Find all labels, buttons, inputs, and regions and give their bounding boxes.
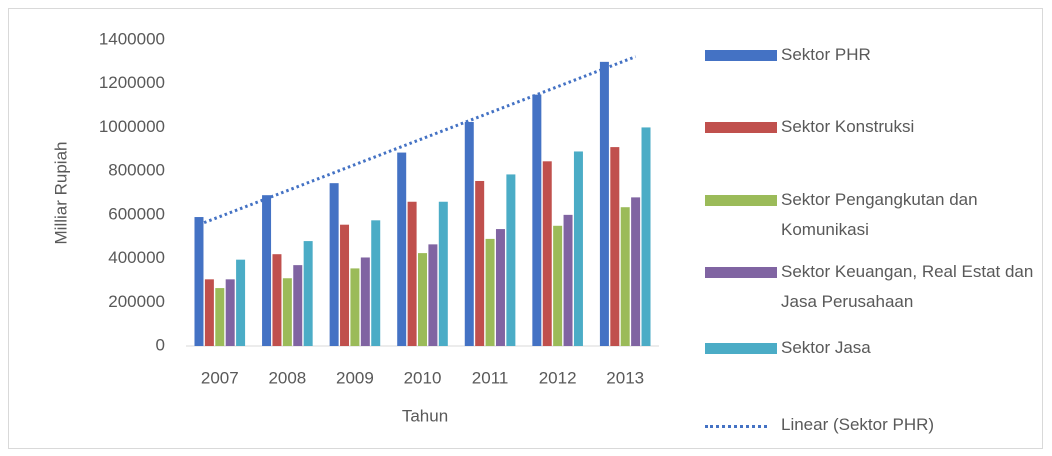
- y-axis-title: Milliar Rupiah: [51, 142, 70, 245]
- bar: [360, 257, 370, 346]
- legend-label: Sektor Jasa: [781, 338, 871, 357]
- legend-label: Linear (Sektor PHR): [781, 415, 935, 434]
- x-tick-label: 2008: [268, 368, 306, 387]
- legend-label: Sektor Keuangan, Real Estat dan Jasa Per…: [781, 262, 1034, 311]
- x-tick-label: 2010: [404, 368, 442, 387]
- x-tick-label: 2011: [472, 368, 509, 387]
- bar: [620, 207, 630, 346]
- legend-swatch: [705, 343, 777, 354]
- x-tick-label: 2013: [606, 368, 644, 387]
- y-tick-label: 600000: [108, 204, 165, 223]
- y-tick-label: 200000: [108, 292, 165, 311]
- bar: [371, 220, 381, 346]
- legend-swatch: [705, 267, 777, 278]
- bar: [485, 238, 495, 346]
- bar: [573, 151, 583, 346]
- y-tick-label: 1400000: [99, 29, 165, 48]
- bar: [407, 201, 417, 346]
- bar: [475, 180, 485, 346]
- trendline: [198, 55, 637, 227]
- bar: [272, 254, 282, 346]
- y-tick-label: 1200000: [99, 73, 165, 92]
- bar: [204, 279, 214, 346]
- bar: [610, 147, 620, 346]
- bar: [641, 127, 651, 346]
- bar: [495, 229, 505, 346]
- y-tick-label: 800000: [108, 161, 165, 180]
- bar: [542, 161, 552, 346]
- bar: [293, 265, 303, 346]
- bar: [329, 183, 339, 346]
- legend-item: Sektor Jasa: [705, 333, 1041, 363]
- bar: [428, 244, 438, 346]
- legend-label: Sektor PHR: [781, 45, 871, 64]
- legend-swatch: [705, 122, 777, 133]
- bar: [553, 225, 563, 346]
- bar: [225, 279, 235, 346]
- y-tick-label: 0: [156, 335, 165, 354]
- bar: [215, 288, 225, 346]
- x-tick-label: 2009: [336, 368, 374, 387]
- bar: [194, 217, 204, 346]
- bar: [282, 278, 292, 346]
- bar: [303, 241, 313, 346]
- bar: [532, 94, 542, 347]
- legend-item: Sektor PHR: [705, 40, 1041, 70]
- bar: [563, 214, 573, 346]
- legend-item: Sektor Pengangkutan dan Komunikasi: [705, 185, 1041, 245]
- legend-label: Sektor Pengangkutan dan Komunikasi: [781, 190, 978, 239]
- legend-item: Sektor Konstruksi: [705, 112, 1041, 142]
- legend-swatch: [705, 50, 777, 61]
- bar: [262, 195, 272, 346]
- legend-item: Sektor Keuangan, Real Estat dan Jasa Per…: [705, 257, 1041, 317]
- bar: [397, 152, 407, 346]
- bar: [464, 121, 474, 346]
- bar: [599, 61, 609, 346]
- y-tick-label: 1000000: [99, 117, 165, 136]
- bar: [340, 224, 350, 346]
- bar: [631, 197, 641, 346]
- x-tick-label: 2012: [539, 368, 577, 387]
- legend-swatch: [705, 195, 777, 206]
- chart-frame: [8, 8, 1043, 449]
- bar: [350, 268, 360, 346]
- bar: [236, 259, 246, 346]
- legend-item: Linear (Sektor PHR): [705, 410, 1041, 440]
- legend-swatch: [705, 425, 767, 428]
- bar: [438, 201, 448, 346]
- legend-label: Sektor Konstruksi: [781, 117, 915, 136]
- x-tick-label: 2007: [201, 368, 239, 387]
- bar: [418, 253, 427, 346]
- bar: [506, 174, 516, 346]
- x-axis-title: Tahun: [402, 406, 448, 425]
- y-tick-label: 400000: [108, 248, 165, 267]
